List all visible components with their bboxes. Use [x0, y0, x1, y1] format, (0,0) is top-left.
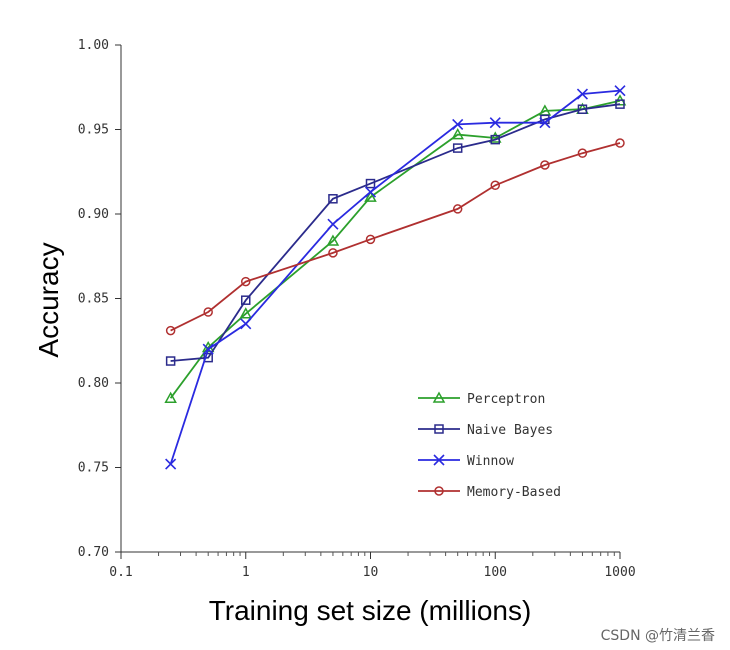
data-point: [364, 190, 377, 202]
legend-item: Memory-Based: [418, 485, 561, 500]
data-point-stroke: [240, 318, 252, 330]
axes: 0.70 0.75 0.80 0.85 0.90 0.95 1.00 0.1 1 10 100 100…: [78, 38, 636, 580]
data-point: [576, 88, 589, 100]
data-point: [432, 391, 446, 403]
data-point: [539, 117, 551, 129]
data-point-stroke: [364, 186, 377, 198]
legend-item: Perceptron: [418, 391, 545, 407]
data-point: [240, 318, 252, 330]
data-point: [241, 276, 251, 287]
legend: Perceptron Naive Bayes Winnow Memory-Based: [418, 391, 561, 500]
data-point-stroke: [327, 218, 339, 230]
series-line: [169, 99, 621, 399]
data-point: [489, 117, 501, 129]
series-line: [169, 89, 621, 465]
data-point: [165, 356, 176, 366]
data-point: [202, 343, 214, 355]
y-tick-label: 1.00: [78, 38, 109, 53]
data-point: [615, 138, 625, 148]
series-layer: [164, 85, 627, 470]
data-point: [434, 486, 444, 496]
x-tick-label: 1000: [604, 565, 635, 580]
data-point: [203, 352, 213, 363]
data-point-stroke: [489, 117, 501, 129]
y-tick-label: 0.80: [78, 376, 109, 391]
legend-label: Perceptron: [467, 392, 545, 407]
data-point: [165, 458, 177, 470]
series-line: [170, 103, 621, 362]
data-point: [326, 234, 340, 246]
x-axis-title: Training set size (millions): [209, 595, 532, 626]
data-point-stroke: [452, 118, 464, 130]
legend-label: Naive Bayes: [467, 423, 553, 438]
y-tick-label: 0.85: [78, 292, 109, 307]
legend-label: Winnow: [467, 454, 514, 469]
data-point-stroke: [614, 85, 626, 97]
watermark: CSDN @竹清兰香: [601, 628, 715, 644]
data-point: [614, 85, 626, 97]
data-point: [364, 186, 377, 198]
legend-item: Winnow: [418, 454, 514, 469]
data-point: [490, 134, 500, 145]
x-tick-label: 100: [484, 565, 507, 580]
x-tick-label: 0.1: [109, 565, 132, 580]
data-point: [452, 118, 464, 130]
y-axis-title: Accuracy: [33, 242, 64, 357]
data-point: [433, 454, 445, 466]
data-point: [451, 128, 464, 140]
x-tick-label: 1: [242, 565, 250, 580]
data-point: [577, 104, 588, 114]
data-point: [488, 131, 502, 143]
x-tick-label: 10: [363, 565, 379, 580]
data-point-stroke: [539, 117, 551, 129]
y-tick-label: 0.70: [78, 545, 109, 560]
data-point: [164, 391, 177, 403]
data-point: [365, 178, 376, 189]
data-point: [328, 194, 338, 204]
data-point: [615, 99, 625, 109]
data-point: [452, 143, 463, 153]
data-point: [203, 307, 213, 317]
data-point: [490, 180, 500, 191]
legend-item: Naive Bayes: [418, 423, 553, 438]
y-tick-label: 0.75: [78, 461, 109, 476]
data-point: [452, 204, 463, 214]
series-line: [170, 142, 621, 332]
data-point: [328, 248, 338, 258]
data-point: [241, 295, 251, 305]
legend-label: Memory-Based: [467, 485, 561, 500]
data-point-stroke: [576, 88, 589, 100]
y-tick-label: 0.90: [78, 207, 109, 222]
data-point: [239, 307, 253, 319]
data-point-stroke: [433, 454, 445, 466]
data-point: [577, 148, 588, 158]
series-perceptron: [164, 94, 627, 403]
data-point-stroke: [202, 343, 214, 355]
series-winnow: [165, 85, 626, 470]
data-point: [165, 325, 176, 336]
data-point: [327, 218, 339, 230]
data-point: [434, 424, 444, 434]
series-naive-bayes: [165, 99, 625, 366]
series-memory-based: [165, 138, 625, 336]
data-point: [540, 160, 550, 170]
y-tick-label: 0.95: [78, 123, 109, 138]
data-point-stroke: [165, 458, 177, 470]
data-point: [365, 234, 376, 245]
